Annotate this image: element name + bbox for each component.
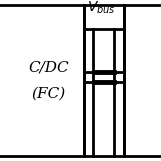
Text: $V_{bus}$: $V_{bus}$ [87,0,116,16]
Text: C/DC: C/DC [28,61,69,75]
Text: (FC): (FC) [31,86,65,100]
